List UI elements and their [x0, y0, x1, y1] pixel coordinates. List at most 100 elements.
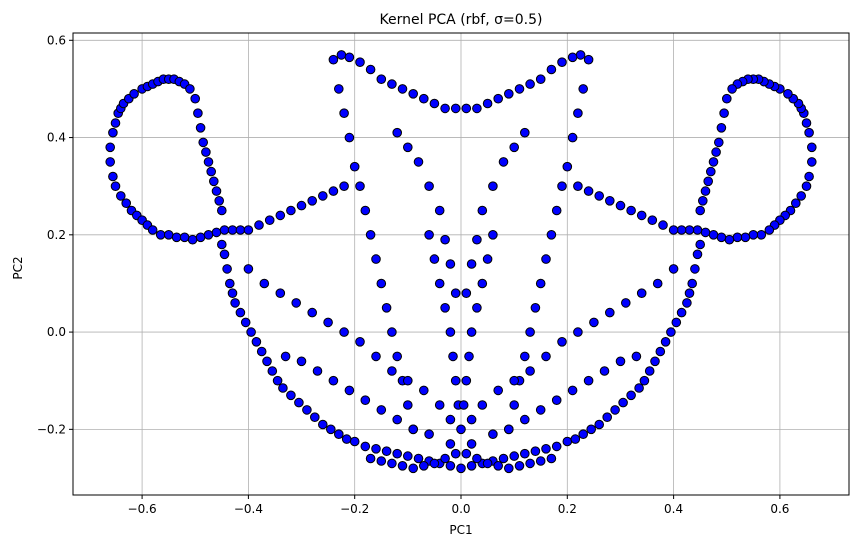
x-tick-label: −0.4: [234, 502, 263, 516]
data-point: [488, 181, 498, 191]
data-point: [660, 337, 671, 347]
data-point: [801, 118, 812, 128]
data-point: [530, 446, 541, 457]
data-point: [578, 84, 589, 94]
y-tick-label: 0.6: [47, 33, 66, 47]
data-point: [573, 327, 583, 337]
data-point: [179, 232, 190, 243]
data-point: [472, 234, 482, 245]
data-point: [724, 234, 735, 245]
data-point: [610, 405, 620, 415]
data-point: [440, 103, 450, 114]
data-point: [509, 142, 520, 153]
x-axis-ticks: −0.6 −0.4 −0.2 0.0 0.2 0.4 0.6: [128, 495, 789, 516]
y-axis-ticks: −0.2 0.0 0.2 0.4 0.6: [37, 33, 73, 436]
data-point: [708, 230, 719, 240]
data-point: [219, 249, 230, 260]
data-point: [525, 327, 535, 337]
data-point: [586, 424, 597, 435]
data-point: [318, 419, 328, 430]
data-point: [498, 157, 509, 167]
data-point: [185, 84, 195, 94]
data-point: [419, 93, 429, 104]
data-point: [466, 439, 477, 449]
data-point: [105, 157, 115, 167]
data-point: [147, 225, 158, 235]
data-point: [466, 259, 477, 269]
data-point: [434, 205, 445, 216]
data-point: [318, 191, 328, 201]
data-point: [349, 161, 360, 172]
data-point: [450, 448, 461, 459]
data-point: [583, 375, 594, 386]
data-point: [509, 451, 520, 461]
data-point: [336, 50, 347, 60]
data-point: [525, 458, 535, 469]
data-point: [312, 366, 323, 376]
data-point: [684, 225, 695, 235]
data-point: [424, 230, 434, 240]
data-point: [644, 366, 655, 376]
data-point: [652, 278, 663, 289]
data-point: [676, 307, 687, 318]
data-point: [796, 191, 807, 201]
data-point: [413, 453, 424, 464]
data-point: [376, 405, 387, 415]
data-point: [599, 366, 610, 376]
data-point: [344, 385, 355, 396]
data-point: [509, 400, 520, 410]
data-point: [424, 429, 434, 440]
data-point: [121, 198, 131, 208]
data-point: [403, 142, 413, 153]
data-point: [445, 439, 456, 449]
data-point: [458, 400, 469, 410]
data-point: [365, 230, 376, 240]
x-tick-label: 0.0: [451, 502, 470, 516]
data-point: [235, 307, 246, 318]
data-point: [668, 264, 679, 274]
data-point: [647, 215, 658, 225]
data-point: [171, 232, 182, 243]
data-point: [328, 375, 339, 386]
data-point: [339, 327, 349, 337]
data-point: [783, 89, 793, 99]
data-point: [116, 191, 126, 201]
data-point: [110, 181, 121, 191]
data-point: [360, 205, 371, 216]
data-point: [429, 98, 440, 109]
data-point: [392, 127, 403, 138]
data-point: [206, 166, 216, 177]
data-point: [278, 383, 288, 393]
data-point: [408, 424, 419, 435]
data-point: [195, 232, 206, 243]
data-point: [578, 429, 589, 440]
data-point: [198, 137, 208, 148]
data-point: [583, 186, 594, 196]
data-point: [562, 161, 573, 172]
data-point: [456, 463, 466, 474]
data-point: [636, 210, 647, 221]
data-point: [272, 375, 283, 386]
data-point: [230, 298, 240, 308]
data-point: [698, 196, 708, 206]
data-point: [570, 434, 581, 444]
data-point: [740, 232, 751, 243]
data-point: [419, 461, 429, 471]
data-point: [748, 230, 759, 240]
data-point: [310, 412, 320, 423]
data-point: [371, 444, 381, 454]
data-point: [187, 234, 198, 245]
data-point: [203, 230, 214, 240]
data-point: [477, 205, 488, 216]
data-point: [618, 397, 628, 408]
x-tick-label: 0.6: [770, 502, 789, 516]
data-point: [461, 375, 472, 386]
data-point: [546, 230, 557, 240]
data-point: [403, 451, 413, 461]
data-point: [493, 93, 504, 104]
data-point: [615, 200, 626, 211]
data-point: [466, 414, 477, 425]
data-point: [413, 157, 424, 167]
data-point: [520, 448, 530, 459]
data-point: [472, 453, 482, 464]
